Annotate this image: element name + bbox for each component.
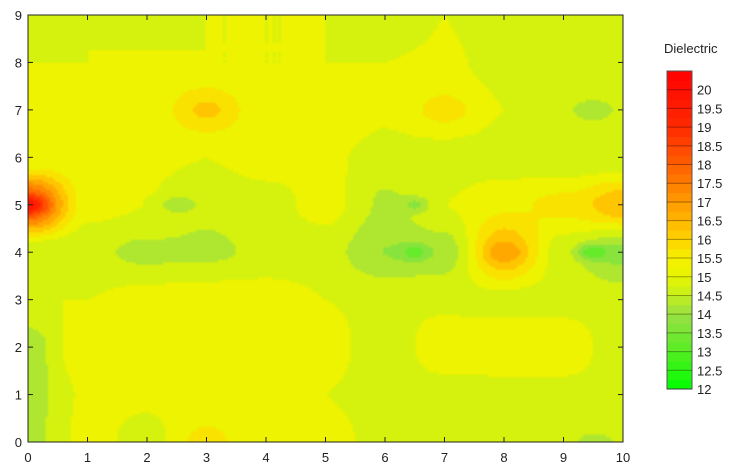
- colorbar-swatch: [667, 342, 692, 353]
- x-axis: 0 1 2 3 4 5 6 7 8 9 10: [24, 15, 630, 464]
- colorbar-swatch: [667, 267, 692, 278]
- dielectric-field: [28, 15, 623, 442]
- x-tick-label: 8: [500, 450, 507, 464]
- legend-title: Dielectric: [664, 41, 718, 56]
- colorbar-label: 16: [697, 232, 711, 247]
- x-tick-label: 4: [262, 450, 269, 464]
- colorbar-label: 19: [697, 120, 711, 135]
- colorbar-swatch: [667, 117, 692, 128]
- colorbar-legend: Dielectric 20 19.5 19 18.5 18 17.5 17 16.5 16 15.…: [664, 41, 722, 397]
- colorbar-label: 12: [697, 382, 711, 397]
- colorbar-swatch: [667, 323, 692, 334]
- colorbar-swatch: [667, 304, 692, 315]
- colorbar-frame: [666, 70, 693, 390]
- y-tick-label: 8: [15, 55, 22, 70]
- y-tick-label: 9: [15, 8, 22, 23]
- colorbar-swatch: [667, 108, 692, 119]
- x-tick-label: 7: [441, 450, 448, 464]
- colorbar-swatch: [667, 220, 692, 231]
- plot-area: [27, 14, 624, 443]
- colorbar-swatch: [667, 155, 692, 166]
- y-tick-label: 2: [15, 340, 22, 355]
- colorbar-label: 18: [697, 158, 711, 173]
- colorbar-swatch: [667, 127, 692, 137]
- colorbar-swatch: [667, 360, 692, 371]
- y-tick-label: 7: [15, 103, 22, 118]
- colorbar-swatch: [667, 136, 692, 147]
- colorbar-label: 16.5: [697, 214, 722, 229]
- colorbar-swatch: [667, 183, 692, 194]
- y-tick-label: 0: [15, 435, 22, 450]
- y-axis: 0 1 2 3 4 5 6 7 8 9: [15, 8, 623, 450]
- colorbar-label: 13.5: [697, 326, 722, 341]
- colorbar-swatch: [667, 192, 692, 203]
- colorbar-label: 17: [697, 195, 711, 210]
- colorbar-label: 13: [697, 345, 711, 360]
- colorbar-swatch: [667, 286, 692, 296]
- x-tick-label: 0: [24, 450, 31, 464]
- y-tick-label: 4: [15, 245, 22, 260]
- y-tick-label: 6: [15, 150, 22, 165]
- colorbar-swatch: [667, 239, 692, 250]
- colorbar-swatch: [667, 164, 692, 175]
- colorbar-swatch: [667, 201, 692, 212]
- x-tick-label: 9: [560, 450, 567, 464]
- y-tick-label: 1: [15, 388, 22, 403]
- colorbar-label: 12.5: [697, 363, 722, 378]
- colorbar-label: 18.5: [697, 139, 722, 154]
- colorbar-label: 17.5: [697, 176, 722, 191]
- colorbar-swatch: [667, 332, 692, 343]
- colorbar-swatch: [667, 89, 692, 100]
- colorbar-swatch: [667, 276, 692, 287]
- colorbar-swatch: [667, 258, 692, 268]
- colorbar-label: 15: [697, 270, 711, 285]
- y-tick-label: 5: [15, 198, 22, 213]
- colorbar-swatch: [667, 379, 692, 390]
- colorbar-swatch: [667, 230, 692, 240]
- x-tick-label: 3: [203, 450, 210, 464]
- colorbar-label: 15.5: [697, 251, 722, 266]
- colorbar-swatch: [667, 370, 692, 381]
- colorbar-swatch: [667, 295, 692, 306]
- colorbar-swatches: [666, 70, 693, 390]
- x-tick-label: 10: [616, 450, 630, 464]
- colorbar-label: 14: [697, 307, 711, 322]
- colorbar-swatch: [667, 173, 692, 184]
- colorbar-swatch: [667, 351, 692, 362]
- x-tick-label: 2: [143, 450, 150, 464]
- colorbar-swatch: [667, 248, 692, 259]
- colorbar-swatch: [667, 211, 692, 222]
- colorbar-swatch: [667, 99, 692, 109]
- y-tick-label: 3: [15, 293, 22, 308]
- colorbar-labels: 20 19.5 19 18.5 18 17.5 17 16.5 16 15.5 15 14.5 14 13…: [697, 83, 722, 397]
- colorbar-swatch: [667, 145, 692, 156]
- colorbar-label: 20: [697, 83, 711, 98]
- colorbar-label: 19.5: [697, 101, 722, 116]
- x-tick-label: 1: [84, 450, 91, 464]
- colorbar-swatch: [667, 80, 692, 91]
- colorbar-label: 14.5: [697, 288, 722, 303]
- x-tick-label: 5: [322, 450, 329, 464]
- colorbar-swatch: [667, 314, 692, 325]
- x-tick-label: 6: [381, 450, 388, 464]
- colorbar-swatch: [667, 71, 692, 81]
